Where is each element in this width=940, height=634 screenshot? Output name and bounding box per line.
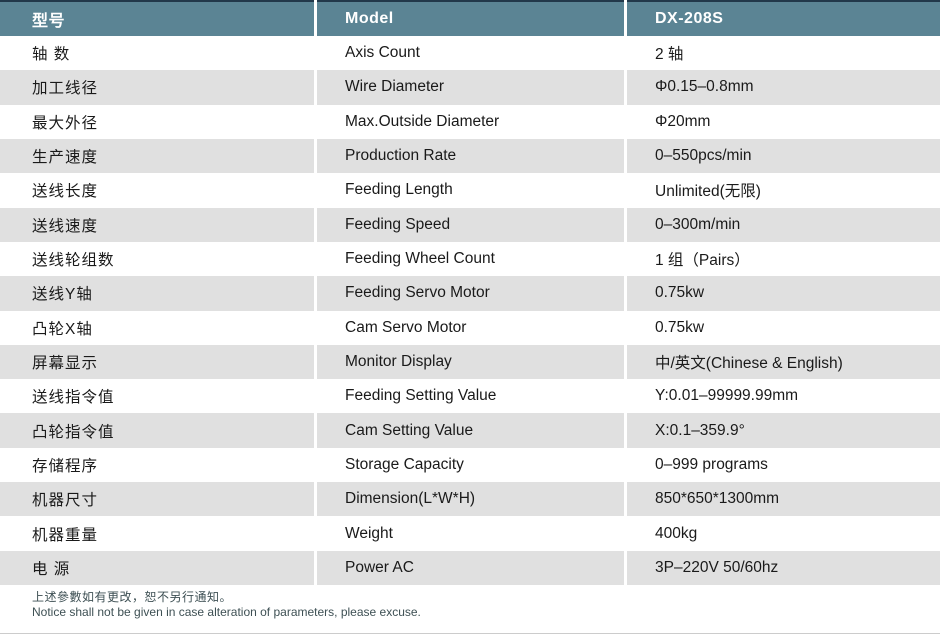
header-model-en: Model <box>317 0 624 36</box>
spec-value: 0–999 programs <box>627 447 940 483</box>
spec-value: 0–550pcs/min <box>627 138 940 174</box>
spec-en-label: Wire Diameter <box>317 70 624 105</box>
spec-value: Unlimited(无限) <box>627 173 940 208</box>
footer-note-cn: 上述參數如有更改，恕不另行通知。 <box>32 590 233 604</box>
spec-value: Φ0.15–0.8mm <box>627 70 940 105</box>
spec-en-label: Feeding Speed <box>317 207 624 242</box>
table-body: 轴 数 Axis Count 2 轴 加工线径 Wire Diameter Φ0… <box>0 36 940 585</box>
spec-cn-label: 电 源 <box>0 550 314 585</box>
spec-en-label: Monitor Display <box>317 344 624 380</box>
spec-value: Φ20mm <box>627 104 940 139</box>
footer-notes: 上述參數如有更改，恕不另行通知。 Notice shall not be giv… <box>0 585 940 633</box>
header-model-cn: 型号 <box>0 0 314 36</box>
spec-value: 3P–220V 50/60hz <box>627 550 940 585</box>
spec-en-label: Weight <box>317 516 624 551</box>
table-row: 电 源 Power AC 3P–220V 50/60hz <box>0 550 940 585</box>
spec-en-label: Max.Outside Diameter <box>317 104 624 139</box>
table-row: 送线指令值 Feeding Setting Value Y:0.01–99999… <box>0 379 940 414</box>
spec-cn-label: 存储程序 <box>0 447 314 483</box>
spec-value: 1 组（Pairs） <box>627 241 940 277</box>
header-model-value: DX-208S <box>627 0 940 36</box>
spec-cn-label: 送线速度 <box>0 207 314 242</box>
spec-en-label: Feeding Wheel Count <box>317 241 624 277</box>
spec-cn-label: 送线轮组数 <box>0 241 314 277</box>
spec-cn-label: 最大外径 <box>0 104 314 139</box>
table-row: 送线速度 Feeding Speed 0–300m/min <box>0 207 940 242</box>
spec-en-label: Production Rate <box>317 138 624 174</box>
table-row: 凸轮指令值 Cam Setting Value X:0.1–359.9° <box>0 413 940 448</box>
table-row: 轴 数 Axis Count 2 轴 <box>0 36 940 71</box>
table-row: 最大外径 Max.Outside Diameter Φ20mm <box>0 104 940 139</box>
spec-en-label: Cam Servo Motor <box>317 310 624 345</box>
spec-en-label: Feeding Servo Motor <box>317 276 624 311</box>
table-row: 生产速度 Production Rate 0–550pcs/min <box>0 138 940 174</box>
spec-cn-label: 机器尺寸 <box>0 482 314 517</box>
table-row: 加工线径 Wire Diameter Φ0.15–0.8mm <box>0 70 940 105</box>
spec-value: 2 轴 <box>627 36 940 71</box>
table-row: 送线轮组数 Feeding Wheel Count 1 组（Pairs） <box>0 241 940 277</box>
footer-note-en: Notice shall not be given in case altera… <box>32 605 421 620</box>
spec-en-label: Dimension(L*W*H) <box>317 482 624 517</box>
spec-value: 0.75kw <box>627 276 940 311</box>
spec-en-label: Feeding Setting Value <box>317 379 624 414</box>
spec-value: X:0.1–359.9° <box>627 413 940 448</box>
spec-value: Y:0.01–99999.99mm <box>627 379 940 414</box>
spec-value: 400kg <box>627 516 940 551</box>
spec-en-label: Feeding Length <box>317 173 624 208</box>
spec-en-label: Axis Count <box>317 36 624 71</box>
spec-value: 850*650*1300mm <box>627 482 940 517</box>
spec-en-label: Power AC <box>317 550 624 585</box>
table-row: 机器重量 Weight 400kg <box>0 516 940 551</box>
spec-cn-label: 送线指令值 <box>0 379 314 414</box>
spec-cn-label: 机器重量 <box>0 516 314 551</box>
table-row: 机器尺寸 Dimension(L*W*H) 850*650*1300mm <box>0 482 940 517</box>
spec-cn-label: 轴 数 <box>0 36 314 71</box>
spec-cn-label: 凸轮X轴 <box>0 310 314 345</box>
spec-cn-label: 屏幕显示 <box>0 344 314 380</box>
table-row: 送线长度 Feeding Length Unlimited(无限) <box>0 173 940 208</box>
table-row: 凸轮X轴 Cam Servo Motor 0.75kw <box>0 310 940 345</box>
spec-cn-label: 送线Y轴 <box>0 276 314 311</box>
table-row: 送线Y轴 Feeding Servo Motor 0.75kw <box>0 276 940 311</box>
spec-cn-label: 加工线径 <box>0 70 314 105</box>
spec-en-label: Cam Setting Value <box>317 413 624 448</box>
spec-cn-label: 凸轮指令值 <box>0 413 314 448</box>
table-row: 存储程序 Storage Capacity 0–999 programs <box>0 447 940 483</box>
spec-value: 0–300m/min <box>627 207 940 242</box>
spec-value: 中/英文(Chinese & English) <box>627 344 940 380</box>
spec-en-label: Storage Capacity <box>317 447 624 483</box>
table-row: 屏幕显示 Monitor Display 中/英文(Chinese & Engl… <box>0 344 940 380</box>
spec-value: 0.75kw <box>627 310 940 345</box>
spec-cn-label: 生产速度 <box>0 138 314 174</box>
spec-cn-label: 送线长度 <box>0 173 314 208</box>
table-header-row: 型号 Model DX-208S <box>0 0 940 36</box>
